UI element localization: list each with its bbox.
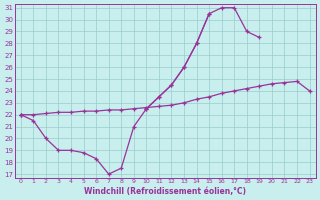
X-axis label: Windchill (Refroidissement éolien,°C): Windchill (Refroidissement éolien,°C) bbox=[84, 187, 246, 196]
